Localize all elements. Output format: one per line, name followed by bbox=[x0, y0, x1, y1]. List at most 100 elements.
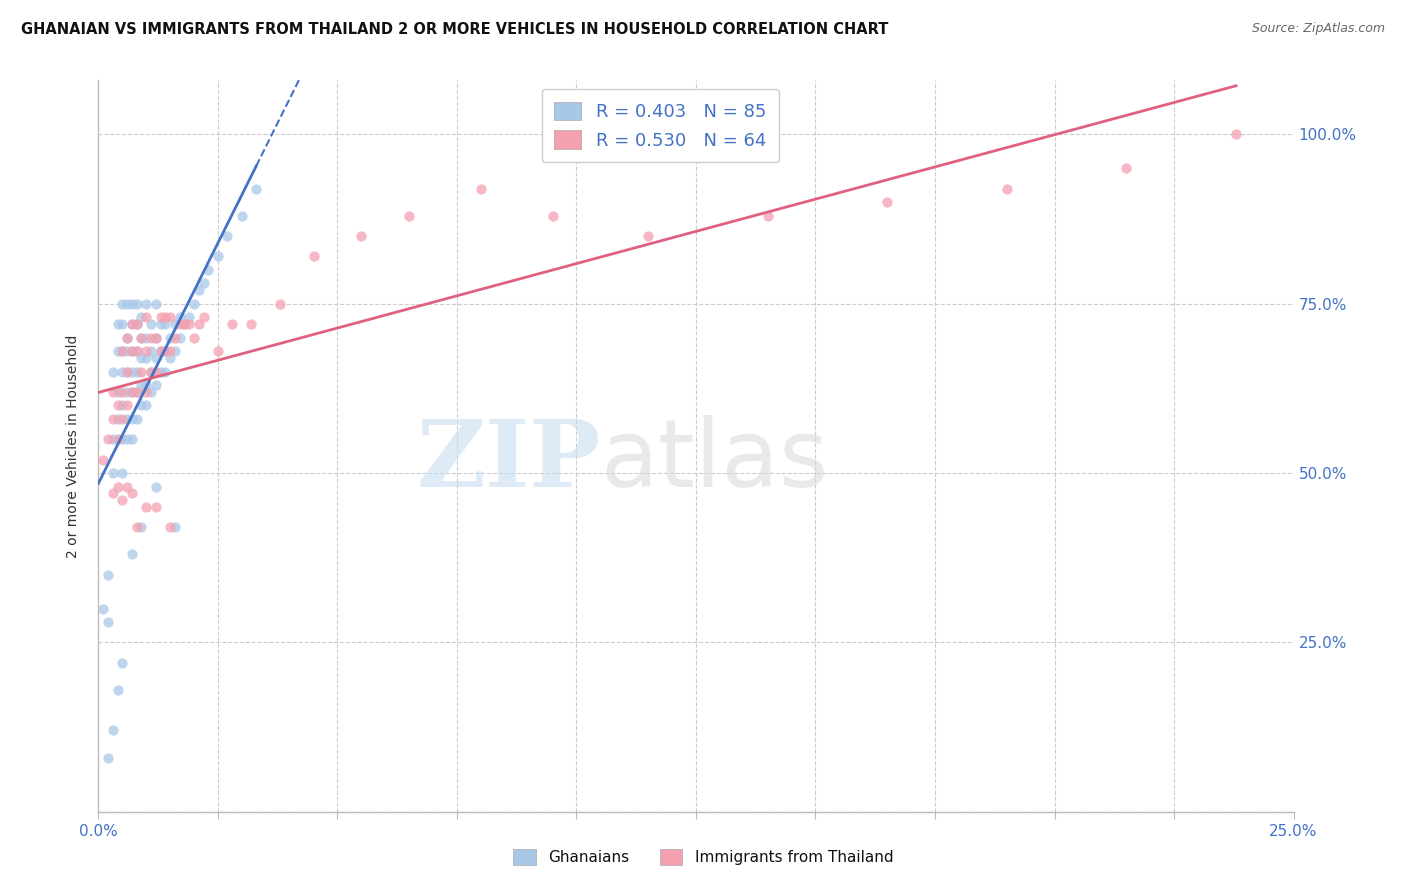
Point bbox=[111, 466, 134, 480]
Point bbox=[163, 317, 186, 331]
Point bbox=[107, 480, 129, 494]
Point bbox=[111, 297, 134, 311]
Point bbox=[207, 344, 229, 359]
Point bbox=[121, 486, 143, 500]
Point bbox=[121, 384, 143, 399]
Point bbox=[145, 351, 167, 365]
Point bbox=[131, 364, 153, 378]
Point bbox=[139, 344, 162, 359]
Point bbox=[163, 344, 186, 359]
Point bbox=[159, 310, 181, 325]
Point bbox=[97, 615, 120, 629]
Point bbox=[125, 520, 148, 534]
Point bbox=[97, 750, 120, 764]
Point bbox=[149, 310, 172, 325]
Point bbox=[125, 384, 148, 399]
Point bbox=[149, 344, 172, 359]
Point bbox=[131, 351, 153, 365]
Point bbox=[107, 398, 129, 412]
Point bbox=[145, 364, 167, 378]
Point bbox=[159, 331, 181, 345]
Point bbox=[149, 364, 172, 378]
Point bbox=[169, 317, 191, 331]
Point bbox=[115, 412, 138, 426]
Point bbox=[145, 480, 167, 494]
Point bbox=[187, 283, 209, 297]
Point bbox=[125, 364, 148, 378]
Point bbox=[115, 297, 138, 311]
Point bbox=[179, 310, 201, 325]
Point bbox=[169, 310, 191, 325]
Point bbox=[139, 364, 162, 378]
Point bbox=[101, 466, 124, 480]
Point bbox=[163, 520, 186, 534]
Point bbox=[115, 331, 138, 345]
Point bbox=[121, 432, 143, 446]
Point bbox=[125, 297, 148, 311]
Point bbox=[111, 344, 134, 359]
Point bbox=[111, 656, 134, 670]
Point bbox=[121, 547, 143, 561]
Point bbox=[121, 297, 143, 311]
Point bbox=[131, 378, 153, 392]
Point bbox=[111, 412, 134, 426]
Text: GHANAIAN VS IMMIGRANTS FROM THAILAND 2 OR MORE VEHICLES IN HOUSEHOLD CORRELATION: GHANAIAN VS IMMIGRANTS FROM THAILAND 2 O… bbox=[21, 22, 889, 37]
Point bbox=[231, 209, 253, 223]
Point bbox=[221, 317, 243, 331]
Y-axis label: 2 or more Vehicles in Household: 2 or more Vehicles in Household bbox=[66, 334, 80, 558]
Point bbox=[159, 520, 181, 534]
Point bbox=[131, 520, 153, 534]
Point bbox=[131, 331, 153, 345]
Point bbox=[135, 384, 157, 399]
Point bbox=[135, 500, 157, 514]
Point bbox=[173, 317, 195, 331]
Point bbox=[350, 229, 373, 244]
Point bbox=[121, 344, 143, 359]
Point bbox=[135, 351, 157, 365]
Point bbox=[91, 452, 114, 467]
Point bbox=[101, 486, 124, 500]
Point bbox=[159, 344, 181, 359]
Point bbox=[197, 263, 219, 277]
Point bbox=[115, 480, 138, 494]
Point bbox=[193, 277, 215, 291]
Point bbox=[637, 229, 659, 244]
Point bbox=[101, 364, 124, 378]
Point bbox=[155, 317, 177, 331]
Point bbox=[145, 297, 167, 311]
Point bbox=[541, 209, 564, 223]
Point bbox=[179, 317, 201, 331]
Point bbox=[101, 384, 124, 399]
Point bbox=[125, 317, 148, 331]
Point bbox=[125, 317, 148, 331]
Point bbox=[183, 331, 205, 345]
Point bbox=[125, 344, 148, 359]
Point bbox=[193, 310, 215, 325]
Point bbox=[470, 181, 492, 195]
Point bbox=[121, 384, 143, 399]
Point bbox=[302, 249, 325, 263]
Point bbox=[111, 432, 134, 446]
Point bbox=[111, 493, 134, 508]
Point bbox=[217, 229, 239, 244]
Point bbox=[135, 310, 157, 325]
Point bbox=[155, 364, 177, 378]
Point bbox=[131, 310, 153, 325]
Point bbox=[107, 412, 129, 426]
Point bbox=[995, 181, 1018, 195]
Point bbox=[107, 432, 129, 446]
Point bbox=[155, 310, 177, 325]
Point bbox=[139, 331, 162, 345]
Point bbox=[125, 412, 148, 426]
Legend: R = 0.403   N = 85, R = 0.530   N = 64: R = 0.403 N = 85, R = 0.530 N = 64 bbox=[541, 89, 779, 162]
Point bbox=[139, 317, 162, 331]
Point bbox=[115, 398, 138, 412]
Point bbox=[145, 331, 167, 345]
Point bbox=[121, 412, 143, 426]
Text: Source: ZipAtlas.com: Source: ZipAtlas.com bbox=[1251, 22, 1385, 36]
Point bbox=[115, 384, 138, 399]
Point bbox=[107, 682, 129, 697]
Point bbox=[111, 398, 134, 412]
Point bbox=[245, 181, 267, 195]
Point bbox=[131, 398, 153, 412]
